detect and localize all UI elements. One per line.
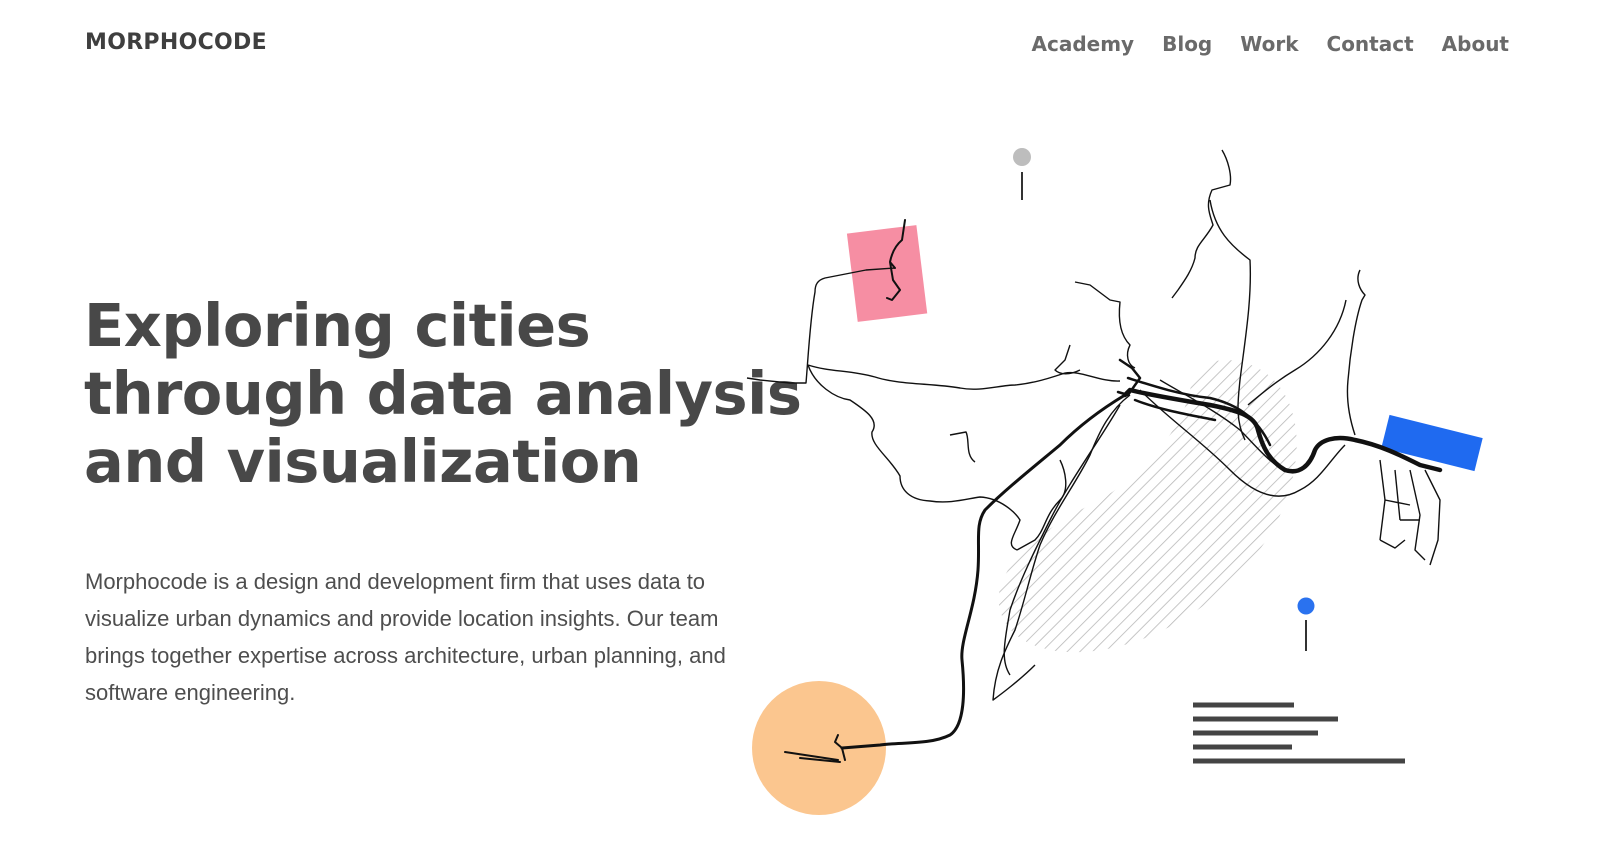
hero-title-line-3: and visualization: [84, 427, 642, 496]
main-route: [784, 219, 1443, 763]
gray-pin-icon: [1013, 148, 1031, 200]
blue-rectangle: [1381, 414, 1483, 472]
logo[interactable]: MORPHOCODE: [85, 30, 267, 55]
nav-blog[interactable]: Blog: [1162, 32, 1213, 56]
hero-title: Exploring cities through data analysis a…: [84, 291, 802, 496]
orange-circle: [752, 681, 886, 815]
blue-pin-icon: [1297, 597, 1315, 651]
hero-description: Morphocode is a design and development f…: [85, 569, 726, 705]
hero-title-line-2: through data analysis: [84, 359, 802, 428]
city-map-illustration: [746, 148, 1483, 815]
nav-academy[interactable]: Academy: [1031, 32, 1135, 56]
nav-work[interactable]: Work: [1240, 32, 1299, 56]
nav-contact[interactable]: Contact: [1326, 32, 1414, 56]
pink-rectangle: [846, 225, 928, 322]
bar-lines-graphic: [1193, 702, 1405, 764]
main-nav: Academy Blog Work Contact About: [1032, 32, 1510, 56]
hero-title-line-1: Exploring cities: [84, 291, 591, 360]
nav-about[interactable]: About: [1441, 32, 1509, 56]
